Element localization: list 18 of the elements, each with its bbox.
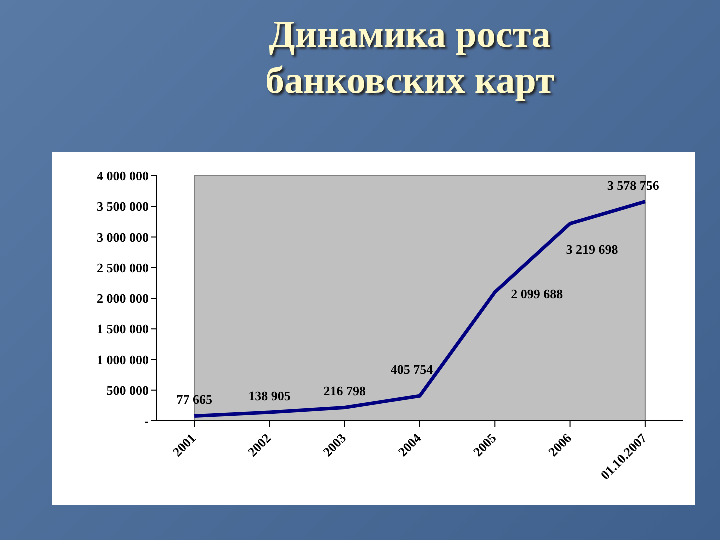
- data-label: 2 099 688: [511, 286, 564, 302]
- data-label: 216 798: [324, 384, 366, 399]
- y-tick-label: -: [144, 414, 149, 429]
- y-tick-label: 2 500 000: [97, 260, 149, 276]
- data-label: 77 665: [176, 392, 213, 408]
- y-tick-label: 4 000 000: [97, 168, 149, 184]
- line-series: [192, 200, 648, 418]
- y-tick-label: 3 500 000: [97, 199, 149, 214]
- y-tick-label: 1 000 000: [97, 352, 149, 368]
- chart-title: Динамика роста банковских карт: [264, 13, 556, 104]
- data-label: 405 754: [390, 362, 434, 378]
- y-tick-label: 1 500 000: [97, 322, 149, 337]
- data-label: 3 578 756: [607, 178, 660, 193]
- y-tick-label: 2 000 000: [97, 291, 149, 306]
- data-label: 138 905: [248, 388, 292, 404]
- data-label: 3 219 698: [566, 242, 619, 257]
- y-tick-label: 500 000: [106, 382, 149, 398]
- y-tick-label: 3 000 000: [97, 230, 149, 245]
